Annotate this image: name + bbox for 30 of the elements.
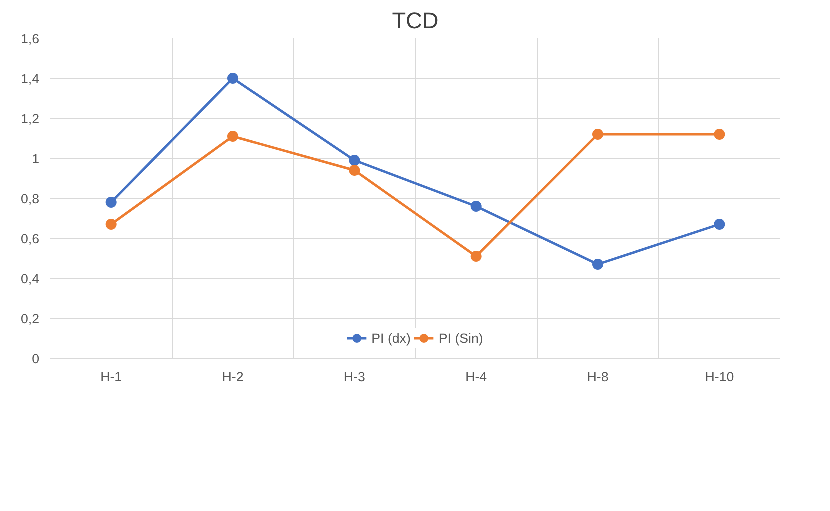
x-tick-label: H-8 bbox=[587, 370, 609, 384]
y-tick-label: 0,6 bbox=[20, 232, 40, 246]
x-tick-label: H-10 bbox=[705, 370, 734, 384]
point bbox=[714, 129, 726, 140]
legend-label: PI (dx) bbox=[372, 330, 411, 346]
point bbox=[228, 73, 238, 84]
y-tick-label: 0 bbox=[32, 352, 40, 366]
x-tick-label: H-1 bbox=[100, 370, 122, 384]
y-tick-label: 0,8 bbox=[20, 192, 40, 206]
point bbox=[470, 201, 482, 212]
point bbox=[349, 165, 360, 176]
point bbox=[106, 197, 117, 208]
y-tick-label: 0,2 bbox=[20, 312, 40, 326]
x-tick-label: H-2 bbox=[222, 370, 244, 384]
point bbox=[592, 259, 604, 270]
legend-label: PI (Sin) bbox=[438, 330, 484, 346]
point bbox=[714, 219, 726, 230]
chart-title: TCD bbox=[392, 8, 439, 34]
y-tick-label: 1 bbox=[32, 152, 40, 166]
y-tick-label: 1,2 bbox=[20, 112, 40, 126]
point bbox=[349, 155, 360, 166]
x-tick-label: H-3 bbox=[344, 370, 366, 384]
y-tick-label: 1,4 bbox=[20, 72, 40, 86]
y-tick-label: 0,4 bbox=[20, 272, 40, 286]
x-tick-label: H-4 bbox=[466, 370, 488, 384]
point bbox=[470, 251, 482, 262]
point bbox=[228, 131, 238, 142]
y-tick-label: 1,6 bbox=[20, 32, 40, 46]
point bbox=[106, 219, 117, 230]
point bbox=[592, 129, 604, 140]
